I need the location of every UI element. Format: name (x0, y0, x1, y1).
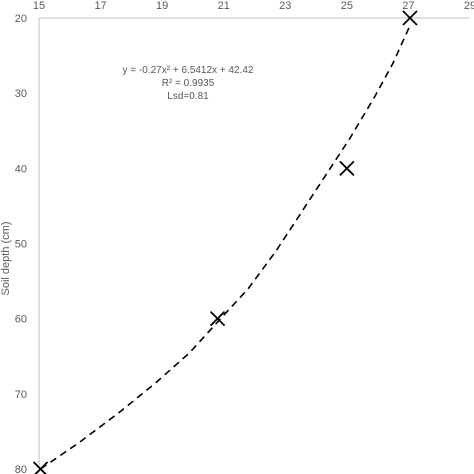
x-tick-label: 23 (279, 0, 291, 12)
x-tick-label: 27 (402, 0, 414, 12)
data-markers (32, 10, 418, 474)
y-tick-label: 70 (15, 389, 27, 401)
x-tick-label: 15 (33, 0, 45, 12)
regression-annotation: y = -0.27x² + 6.5412x + 42.42 R² = 0.993… (123, 65, 254, 102)
y-tick-label: 40 (15, 163, 27, 175)
r-squared-label: R² = 0.9935 (162, 78, 215, 89)
data-point-marker (339, 160, 355, 176)
x-tick-label: 17 (94, 0, 106, 12)
y-tick-label: 80 (15, 464, 27, 474)
data-point-marker (209, 311, 226, 327)
y-tick-labels: 20 30 40 50 60 70 80 (15, 13, 27, 474)
x-tick-label: 19 (156, 0, 168, 12)
x-tick-label: 21 (218, 0, 230, 12)
chart-axes (38, 17, 470, 469)
y-axis-title: Soil depth (cm) (0, 222, 12, 296)
x-tick-label: 29 (464, 0, 474, 12)
x-tick-labels: 15 17 19 21 23 25 27 29 (33, 0, 474, 12)
trendline (40, 25, 411, 470)
y-tick-label: 60 (15, 314, 27, 326)
y-tick-label: 20 (15, 13, 27, 25)
y-tick-label: 50 (15, 239, 27, 251)
regression-equation: y = -0.27x² + 6.5412x + 42.42 (123, 65, 254, 76)
data-point-marker (32, 461, 49, 474)
y-tick-label: 30 (15, 88, 27, 100)
data-point-marker (402, 10, 418, 26)
lsd-label: Lsd=0.81 (167, 91, 209, 102)
x-tick-label: 25 (341, 0, 353, 12)
